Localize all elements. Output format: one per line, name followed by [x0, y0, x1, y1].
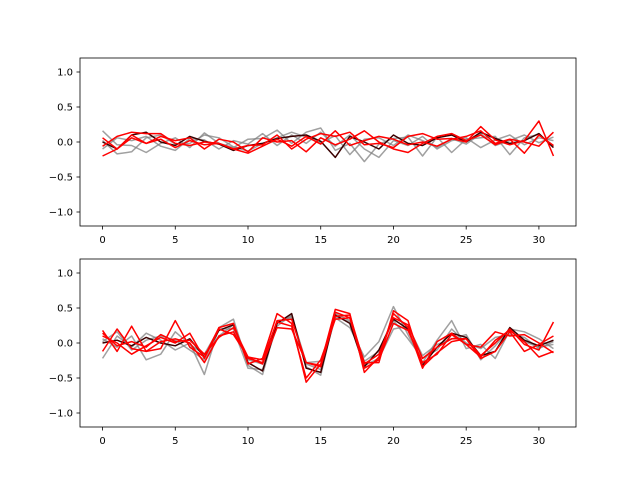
x-tick-label: 5 [172, 235, 178, 246]
series-group [102, 120, 555, 163]
x-tick-label: 5 [172, 436, 178, 447]
series-line-7 [102, 130, 554, 157]
series-line-5 [102, 120, 555, 157]
x-tick-label: 20 [387, 235, 400, 246]
x-tick-label: 20 [387, 436, 400, 447]
x-tick-label: 10 [242, 235, 255, 246]
y-tick-label: 0.5 [57, 304, 73, 315]
x-tick-label: 15 [314, 235, 327, 246]
y-tick-label: −0.5 [49, 173, 73, 184]
y-tick-label: 0.0 [57, 138, 73, 149]
x-tick-label: 10 [242, 436, 255, 447]
y-tick-label: 0.5 [57, 103, 73, 114]
y-tick-label: 0.0 [57, 339, 73, 350]
x-tick-label: 0 [99, 436, 105, 447]
y-tick-label: −0.5 [49, 374, 73, 385]
top-subplot: 0 5 10 15 20 25 30 −1.0 −0.5 0.0 0.5 1.0 [49, 57, 577, 246]
series-line-3 [102, 131, 554, 159]
y-tick-label: −1.0 [49, 409, 73, 420]
bottom-subplot: 0 5 10 15 20 25 30 −1.0 −0.5 0.0 0.5 1.0 [49, 258, 577, 447]
x-tick-label: 30 [533, 436, 546, 447]
series-line-6 [102, 130, 554, 154]
x-tick-label: 0 [99, 235, 105, 246]
y-tick-label: 1.0 [57, 68, 73, 79]
x-tick-label: 25 [460, 436, 473, 447]
series-line-8 [102, 310, 554, 379]
y-tick-label: 1.0 [57, 269, 73, 280]
x-tick-label: 25 [460, 235, 473, 246]
series-group [101, 305, 555, 383]
x-tick-label: 30 [533, 235, 546, 246]
x-tick-label: 15 [314, 436, 327, 447]
y-tick-label: −1.0 [49, 208, 73, 219]
